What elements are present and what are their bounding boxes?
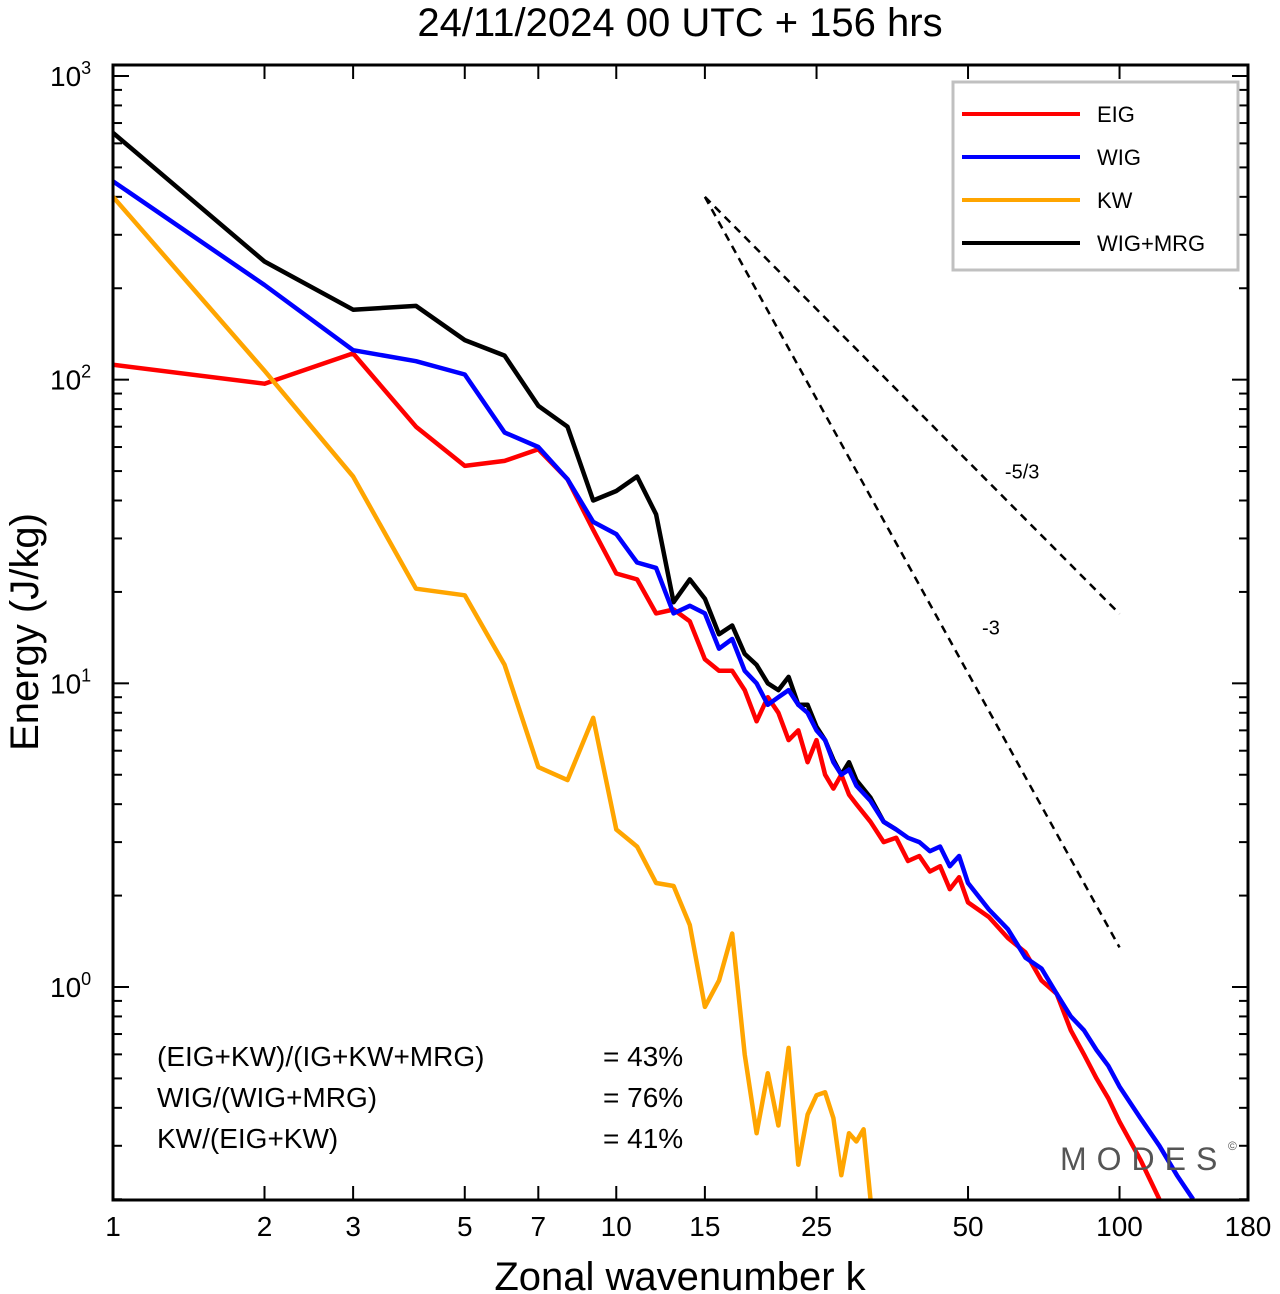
legend-label: EIG (1097, 102, 1135, 127)
slope-label: -3 (982, 617, 1000, 639)
y-tick-label: 101 (50, 665, 91, 699)
x-tick-label: 2 (257, 1211, 273, 1242)
legend: EIG WIG KW WIG+MRG (951, 80, 1240, 272)
x-tick-label: 180 (1225, 1211, 1272, 1242)
series-line-wig (113, 179, 1195, 1200)
x-tick-label: 3 (345, 1211, 361, 1242)
slope-label: -5/3 (1005, 462, 1039, 484)
chart-title: 24/11/2024 00 UTC + 156 hrs (417, 1, 942, 45)
x-tick-label: 50 (952, 1211, 983, 1242)
slope-labels: -5/3 -3 (982, 462, 1039, 640)
legend-label: WIG (1097, 145, 1141, 170)
y-tick-label: 102 (50, 362, 91, 396)
ratio-label: (EIG+KW)/(IG+KW+MRG) (157, 1041, 484, 1072)
legend-label: WIG+MRG (1097, 231, 1205, 256)
ratio-label: WIG/(WIG+MRG) (157, 1082, 377, 1113)
ratio-annotations: (EIG+KW)/(IG+KW+MRG) = 43% WIG/(WIG+MRG) = … (157, 1041, 683, 1154)
y-axis-label: Energy (J/kg) (3, 513, 47, 751)
x-axis-label: Zonal wavenumber k (494, 1255, 866, 1294)
series-lines (113, 131, 1195, 1200)
ratio-value: = 76% (603, 1082, 683, 1113)
copyright-mark: © (1228, 1139, 1237, 1153)
watermark: MODES © (1060, 1139, 1237, 1177)
plot-frame (111, 63, 1250, 1202)
slope-guide-line (703, 195, 1121, 615)
x-tick-label: 25 (801, 1211, 832, 1242)
y-tick-label: 103 (50, 58, 91, 92)
y-tick-label: 100 (50, 969, 91, 1003)
ratio-value: = 43% (603, 1041, 683, 1072)
watermark-text: MODES (1060, 1141, 1227, 1177)
legend-label: KW (1097, 188, 1133, 213)
x-tick-label: 100 (1096, 1211, 1143, 1242)
series-line-wig-mrg (113, 131, 898, 832)
ratio-label: KW/(EIG+KW) (157, 1123, 338, 1154)
slope-guide-line (703, 196, 1121, 949)
x-tick-label: 5 (457, 1211, 473, 1242)
x-tick-label: 10 (601, 1211, 632, 1242)
series-line-eig (113, 351, 1162, 1200)
x-tick-labels: 1 2 3 5 7 10 15 25 50 100 180 (105, 1211, 1271, 1242)
ratio-value: = 41% (603, 1123, 683, 1154)
slope-guides (703, 195, 1121, 949)
x-tick-label: 15 (689, 1211, 720, 1242)
x-tick-label: 7 (531, 1211, 547, 1242)
y-tick-labels: 100 101 102 103 (50, 58, 91, 1003)
x-tick-label: 1 (105, 1211, 121, 1242)
series-line-kw (113, 195, 873, 1200)
